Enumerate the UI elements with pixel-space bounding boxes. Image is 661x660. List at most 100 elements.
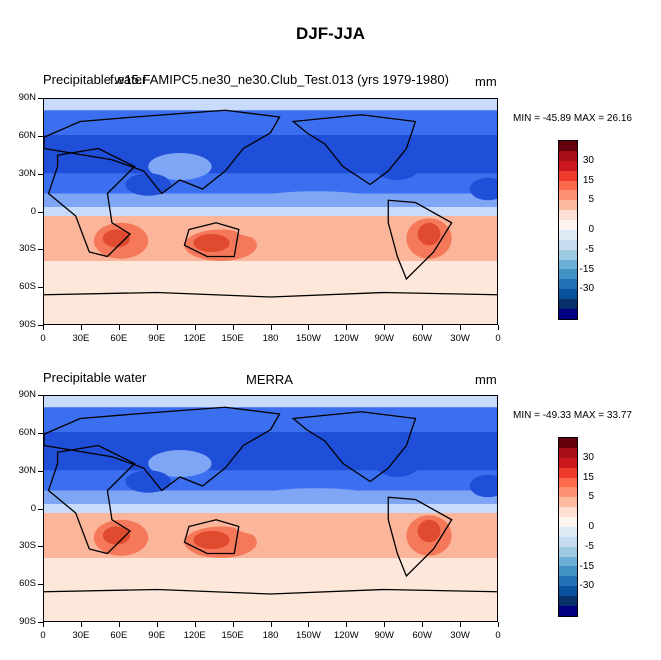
field-anomaly [261, 488, 371, 502]
lon-tick-label: 120W [333, 630, 359, 641]
lon-tick-mark [308, 622, 310, 627]
lon-tick-label: 60E [110, 333, 128, 344]
colorbar-swatch [559, 497, 577, 508]
field-anomaly [469, 474, 497, 498]
field-band [44, 135, 497, 174]
lon-tick-label: 0 [40, 333, 46, 344]
lon-tick-mark [384, 622, 386, 627]
colorbar-label: -30 [579, 283, 594, 295]
field-anomaly [148, 450, 212, 477]
colorbar-swatch [559, 190, 577, 201]
lat-tick-label: 30N [18, 167, 36, 179]
colorbar-swatch [559, 596, 577, 606]
colorbar-label: 5 [588, 194, 594, 206]
lon-tick-mark [498, 325, 499, 330]
lon-tick-label: 30E [72, 630, 90, 641]
panel-top-left-label: Precipitable water [43, 72, 147, 87]
colorbar-swatch [559, 467, 577, 478]
field-band [44, 173, 497, 195]
lon-tick-mark [346, 622, 348, 627]
lon-tick-mark [384, 325, 386, 330]
field-anomaly [193, 531, 230, 549]
colorbar-swatch [559, 566, 577, 577]
field-anomaly [469, 177, 497, 201]
colorbar-label: -30 [579, 580, 594, 592]
lon-tick-mark [460, 622, 462, 627]
colorbar-label: 15 [582, 471, 594, 483]
panel-bottom-center-label: MERRA [246, 372, 293, 387]
lon-tick-label: 180 [262, 333, 279, 344]
lat-tick-mark [38, 211, 43, 213]
lon-tick-mark [43, 622, 44, 627]
lon-tick-label: 60W [412, 333, 432, 344]
lat-tick-label: 30N [18, 464, 36, 476]
lon-tick-mark [270, 622, 272, 627]
lon-tick-mark [118, 325, 120, 330]
field-band [44, 589, 497, 621]
lon-tick-label: 150E [221, 630, 244, 641]
lat-tick-mark [38, 470, 43, 472]
lat-tick-mark [38, 287, 43, 289]
lon-tick-label: 0 [40, 630, 46, 641]
coastline [49, 446, 135, 554]
colorbar-swatch [559, 457, 577, 468]
coastline [44, 590, 497, 595]
lat-tick-label: 90N [18, 389, 36, 400]
lat-tick-mark [38, 622, 43, 623]
lon-tick-label: 180 [262, 630, 279, 641]
lat-tick-mark [38, 135, 43, 137]
lon-tick-mark [232, 325, 234, 330]
lon-tick-mark [460, 325, 462, 330]
lon-tick-label: 30E [72, 333, 90, 344]
lat-tick-mark [38, 508, 43, 510]
colorbar-label: -15 [579, 560, 594, 572]
lon-tick-mark [346, 325, 348, 330]
lon-tick-label: 90W [374, 333, 395, 344]
colorbar-swatch [559, 160, 577, 171]
field-anomaly [102, 526, 131, 545]
colorbar-swatch [559, 200, 577, 211]
lon-tick-label: 120W [333, 333, 359, 344]
lon-tick-label: 60W [412, 630, 432, 641]
lat-tick-label: 0 [30, 205, 36, 217]
colorbar-label: -5 [585, 243, 594, 255]
precipitable-water-field [44, 99, 497, 324]
lon-tick-label: 90W [374, 630, 395, 641]
colorbar-swatch [559, 259, 577, 270]
lon-tick-mark [156, 325, 158, 330]
colorbar-label: 15 [582, 174, 594, 186]
lon-tick-label: 30W [450, 630, 470, 641]
lat-tick-label: 30S [19, 540, 36, 552]
lon-tick-mark [232, 622, 234, 627]
lon-tick-label: 150E [221, 333, 244, 344]
field-anomaly [261, 191, 371, 205]
coastline [388, 200, 451, 279]
colorbar-swatch [559, 605, 577, 616]
field-band [44, 396, 497, 408]
colorbar-swatch [559, 308, 577, 319]
field-anomaly [234, 515, 362, 538]
lon-tick-label: 150W [295, 630, 321, 641]
colorbar-swatch [559, 239, 577, 250]
lat-tick-label: 30S [19, 243, 36, 255]
lon-tick-mark [422, 325, 424, 330]
lat-tick-mark [38, 173, 43, 175]
colorbar-label: 0 [588, 521, 594, 532]
colorbar-swatch [559, 536, 577, 547]
lon-tick-label: 0 [495, 630, 501, 641]
lon-tick-mark [156, 622, 158, 627]
lon-tick-label: 90E [148, 630, 166, 641]
colorbar-swatch [559, 229, 577, 240]
field-band [44, 207, 497, 217]
panel-bottom-minmax: MIN = -49.33 MAX = 33.77 [513, 410, 632, 421]
colorbar-swatch [559, 249, 577, 260]
field-band [44, 407, 497, 433]
lon-tick-mark [194, 622, 196, 627]
colorbar-swatch [559, 279, 577, 290]
colorbar-swatch [559, 180, 577, 191]
precipitable-water-field [44, 396, 497, 621]
colorbar-swatch [559, 586, 577, 596]
lat-tick-mark [38, 325, 43, 326]
coastline [388, 497, 451, 576]
lat-tick-label: 60S [19, 578, 36, 590]
